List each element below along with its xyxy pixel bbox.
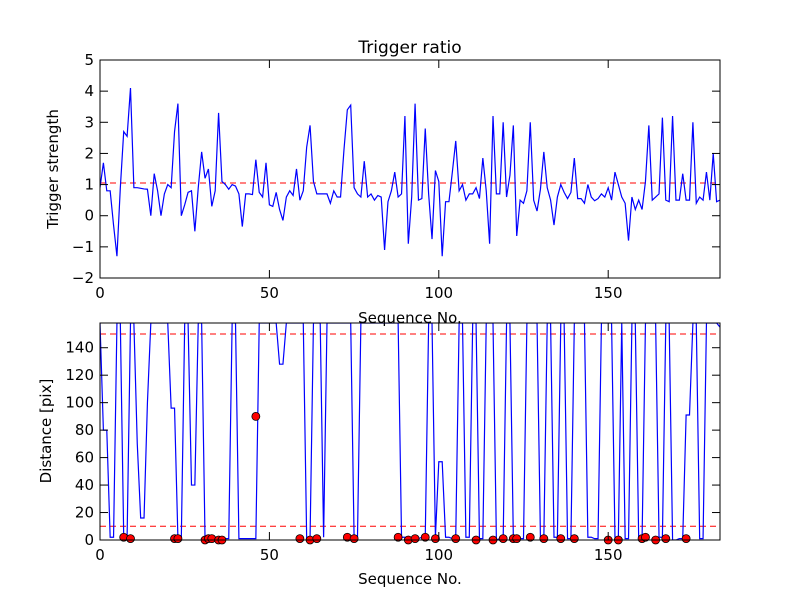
chart-bottom-axes-frame [99,322,721,541]
chart-bottom-marker-18 [420,532,430,542]
chart-bottom-xtick-label: 50 [260,546,279,564]
chart-bottom-marker-1 [126,534,135,544]
chart-bottom-ytick-label: 60 [75,449,94,467]
chart-top-ytick-label: 5 [84,51,94,69]
chart-bottom-marker-27 [539,534,549,544]
chart-bottom-marker-17 [410,534,420,544]
chart-top-ytick-label: 3 [84,113,94,131]
chart-top-ytick-label: −1 [72,238,94,256]
chart-bottom-ytick-label: 100 [65,394,94,412]
chart-bottom-marker-23 [498,534,508,544]
chart-bottom-ytick-label: 20 [75,504,94,522]
chart-bottom-ylabel: Distance [pix] [37,379,55,484]
chart-top-ytick-label: 2 [84,144,94,162]
chart-top-ytick-label: 4 [84,82,94,100]
chart-bottom-marker-15 [393,532,403,542]
chart-bottom-marker-14 [349,534,359,544]
chart-bottom-xlabel: Sequence No. [358,570,462,588]
chart-bottom-plot-area [100,323,720,545]
chart-top-title: Trigger ratio [357,38,461,58]
chart-top-xtick-label: 100 [424,284,453,302]
chart-top-series-line-0 [100,87,720,257]
chart-top-axes-frame [99,59,721,279]
chart-top-xtick-label: 150 [594,284,623,302]
chart-bottom-marker-3 [173,534,183,544]
chart-bottom-marker-12 [312,534,322,544]
chart-bottom-xtick-label: 100 [424,546,453,564]
chart-top-ticks: 0 50 100 150 −2 −1 0 1 2 3 4 5 [72,51,720,302]
chart-bottom-marker-29 [569,534,579,544]
chart-bottom-xtick-label: 150 [594,546,623,564]
chart-top-ytick-label: 1 [84,176,94,194]
chart-top-xtick-label: 0 [95,284,105,302]
chart-bottom-marker-10 [295,534,305,544]
chart-top-ytick-label: 0 [84,207,94,225]
chart-bottom: 0 50 100 150 0 20 40 60 80 100 120 140 Sequence No.… [37,322,721,588]
chart-bottom-ytick-label: 40 [75,476,94,494]
chart-top-ylabel: Trigger strength [44,109,62,230]
chart-bottom-marker-19 [431,534,440,544]
chart-bottom-ytick-label: 120 [65,366,94,384]
chart-top-xtick-label: 50 [260,284,279,302]
chart-bottom-ticks: 0 50 100 150 0 20 40 60 80 100 120 140 [65,323,720,564]
chart-top-xlabel: Sequence No. [358,309,462,327]
chart-bottom-marker-33 [641,532,650,542]
chart-bottom-marker-9 [251,411,261,421]
chart-bottom-marker-36 [681,534,691,544]
chart-bottom-marker-26 [525,532,535,542]
chart-bottom-ytick-label: 80 [75,421,94,439]
chart-bottom-ytick-label: 0 [84,531,94,549]
chart-bottom-marker-20 [451,534,461,544]
chart-bottom-marker-28 [556,534,566,544]
chart-bottom-marker-25 [512,534,522,544]
chart-top-plot-content [100,87,720,257]
chart-top-ytick-label: −2 [72,269,94,287]
chart-top-plot-area [100,87,720,257]
chart-bottom-xtick-label: 0 [95,546,105,564]
chart-bottom-ytick-label: 140 [65,339,94,357]
chart-bottom-marker-35 [661,534,671,544]
